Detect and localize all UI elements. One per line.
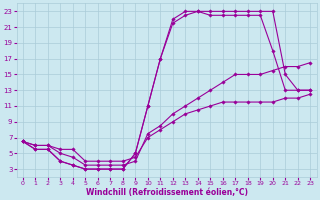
X-axis label: Windchill (Refroidissement éolien,°C): Windchill (Refroidissement éolien,°C) xyxy=(85,188,248,197)
